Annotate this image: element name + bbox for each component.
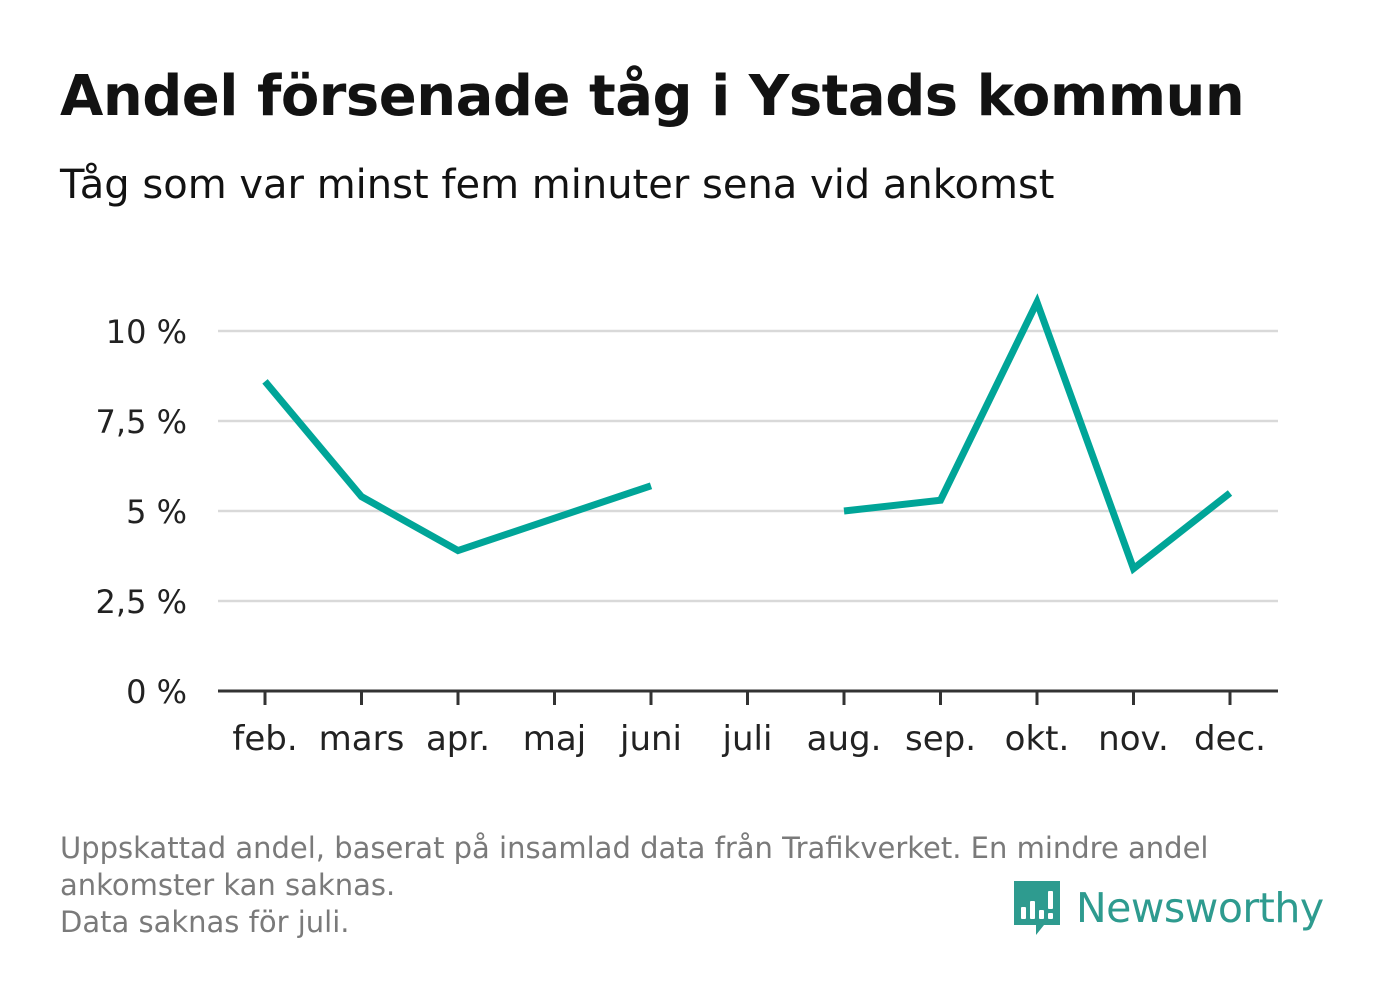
brand-name: Newsworthy bbox=[1076, 884, 1324, 932]
x-axis-tick-labels: feb. mars apr. maj juni juli aug. sep. okt. nov. d… bbox=[232, 719, 1266, 759]
gridlines bbox=[218, 329, 1278, 603]
chart-subtitle: Tåg som var minst fem minuter sena vid a… bbox=[60, 162, 1055, 208]
newsworthy-logo: Newsworthy bbox=[1012, 876, 1324, 940]
y-tick-label: 7,5 % bbox=[96, 403, 187, 441]
x-axis bbox=[218, 689, 1278, 705]
bar-chart-speech-bubble-icon bbox=[1014, 881, 1060, 935]
x-tick-label: juni bbox=[619, 719, 682, 759]
chart-title: Andel försenade tåg i Ystads kommun bbox=[60, 64, 1245, 129]
y-tick-label: 0 % bbox=[126, 673, 187, 711]
x-tick-label: okt. bbox=[1005, 719, 1070, 759]
series-lines bbox=[262, 293, 1233, 575]
x-tick-label: dec. bbox=[1194, 719, 1266, 759]
series-line bbox=[843, 293, 1233, 575]
series-line bbox=[262, 379, 653, 555]
y-tick-label: 10 % bbox=[106, 313, 187, 351]
x-tick-label: sep. bbox=[905, 719, 976, 759]
x-tick-label: apr. bbox=[426, 719, 490, 759]
y-tick-label: 5 % bbox=[126, 493, 187, 531]
x-tick-label: nov. bbox=[1098, 719, 1169, 759]
x-tick-label: mars bbox=[319, 719, 405, 759]
x-tick-label: maj bbox=[523, 719, 586, 759]
footnote-line: Data saknas för juli. bbox=[60, 905, 350, 939]
y-tick-label: 2,5 % bbox=[96, 583, 187, 621]
x-tick-label: aug. bbox=[807, 719, 882, 759]
footnote-line: ankomster kan saknas. bbox=[60, 868, 396, 902]
footnote: Uppskattad andel, baserat på insamlad da… bbox=[60, 830, 1310, 941]
footnote-line: Uppskattad andel, baserat på insamlad da… bbox=[60, 831, 1209, 865]
x-tick-label: feb. bbox=[232, 719, 297, 759]
y-axis-tick-labels: 0 % 2,5 % 5 % 7,5 % 10 % bbox=[96, 313, 187, 711]
x-tick-label: juli bbox=[722, 719, 773, 759]
